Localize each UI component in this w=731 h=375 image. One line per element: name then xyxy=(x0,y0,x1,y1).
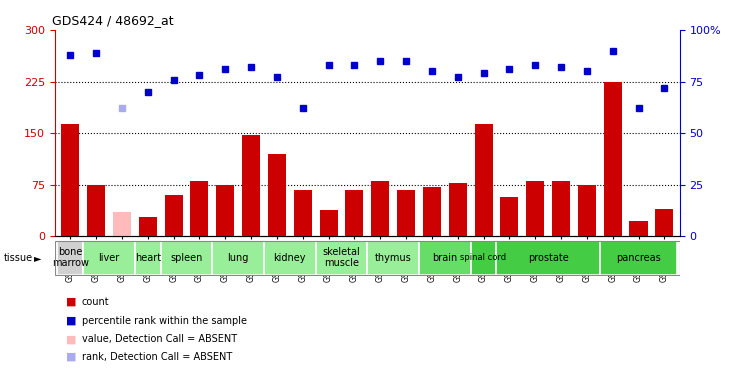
Text: ►: ► xyxy=(34,254,42,263)
Bar xyxy=(629,221,648,236)
Bar xyxy=(319,210,338,236)
Bar xyxy=(423,187,441,236)
Bar xyxy=(316,241,367,275)
Text: skeletal
muscle: skeletal muscle xyxy=(322,248,360,268)
Bar xyxy=(164,195,183,236)
Bar xyxy=(135,241,161,275)
Text: ■: ■ xyxy=(66,316,76,326)
Text: ■: ■ xyxy=(66,352,76,362)
Bar xyxy=(367,241,419,275)
Bar xyxy=(216,185,235,236)
Bar xyxy=(242,135,260,236)
Text: liver: liver xyxy=(99,253,120,263)
Text: thymus: thymus xyxy=(375,253,412,263)
Bar xyxy=(113,212,131,236)
Bar xyxy=(345,189,363,236)
Bar xyxy=(213,241,264,275)
Bar xyxy=(268,154,286,236)
Bar xyxy=(526,181,545,236)
Text: GDS424 / 48692_at: GDS424 / 48692_at xyxy=(52,15,173,27)
Bar xyxy=(552,181,570,236)
Bar xyxy=(371,181,390,236)
Text: kidney: kidney xyxy=(273,253,306,263)
Text: pancreas: pancreas xyxy=(616,253,661,263)
Text: rank, Detection Call = ABSENT: rank, Detection Call = ABSENT xyxy=(82,352,232,362)
Text: spleen: spleen xyxy=(170,253,202,263)
Text: value, Detection Call = ABSENT: value, Detection Call = ABSENT xyxy=(82,334,237,344)
Bar xyxy=(655,209,673,236)
Text: brain: brain xyxy=(432,253,458,263)
Bar xyxy=(58,241,83,275)
Text: ■: ■ xyxy=(66,334,76,344)
Text: lung: lung xyxy=(227,253,249,263)
Bar xyxy=(496,241,599,275)
Bar xyxy=(139,217,157,236)
Text: percentile rank within the sample: percentile rank within the sample xyxy=(82,316,247,326)
Text: ■: ■ xyxy=(66,297,76,307)
Bar xyxy=(471,241,496,275)
Text: prostate: prostate xyxy=(528,253,569,263)
Bar xyxy=(474,124,493,236)
Bar xyxy=(577,185,596,236)
Bar xyxy=(294,189,312,236)
Bar xyxy=(61,124,80,236)
Text: heart: heart xyxy=(135,253,161,263)
Bar xyxy=(500,197,518,236)
Bar xyxy=(190,181,208,236)
Bar xyxy=(264,241,316,275)
Bar xyxy=(599,241,677,275)
Bar xyxy=(604,82,622,236)
Text: count: count xyxy=(82,297,110,307)
Bar xyxy=(161,241,213,275)
Bar xyxy=(83,241,135,275)
Bar xyxy=(397,190,415,236)
Text: bone
marrow: bone marrow xyxy=(52,248,89,268)
Text: spinal cord: spinal cord xyxy=(461,254,507,262)
Bar xyxy=(87,185,105,236)
Bar xyxy=(449,183,467,236)
Text: tissue: tissue xyxy=(4,254,33,263)
Bar xyxy=(419,241,471,275)
